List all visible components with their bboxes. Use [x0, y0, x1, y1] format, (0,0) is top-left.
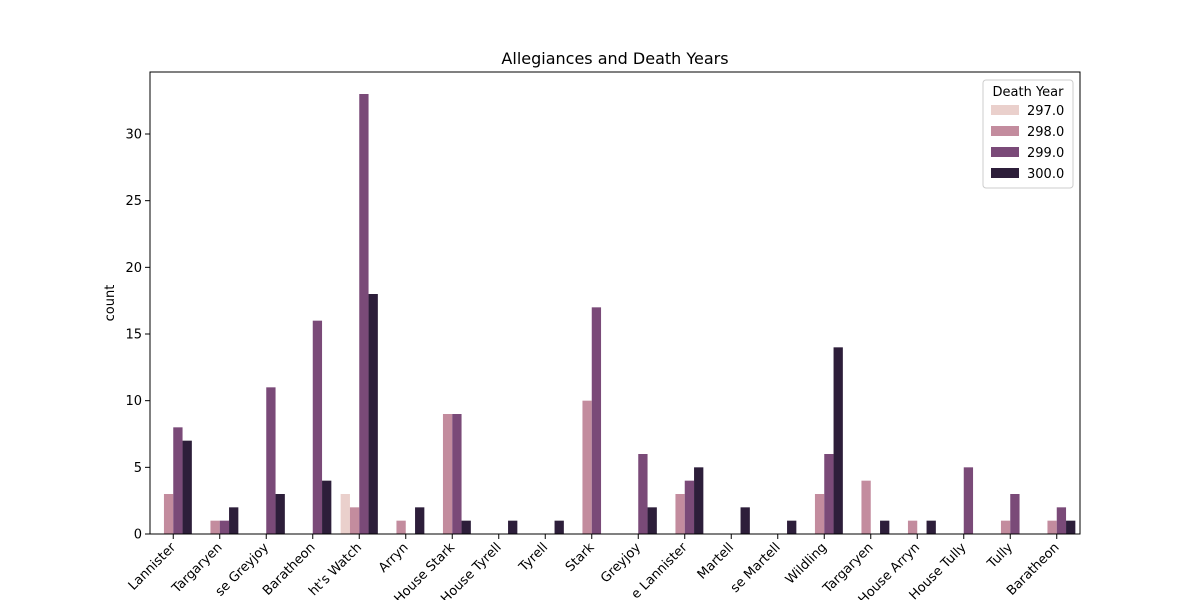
legend: Death Year 297.0 298.0 299.0 300.0 [982, 79, 1074, 189]
bar-298.0-17 [907, 520, 918, 534]
bar-299.0-10 [591, 307, 602, 534]
legend-label-299.0: 299.0 [1027, 146, 1064, 161]
bar-299.0-18 [963, 467, 974, 534]
bar-300.0-16 [880, 520, 890, 534]
legend-title: Death Year [993, 85, 1065, 100]
bar-298.0-7 [442, 414, 453, 534]
bar-299.0-12 [684, 480, 695, 534]
x-tick-label: Greyjoy [598, 540, 644, 586]
bar-298.0-1 [163, 494, 174, 534]
bar-300.0-8 [508, 520, 518, 534]
bar-300.0-20 [1066, 520, 1076, 534]
y-tick-label: 30 [125, 128, 142, 143]
bar-299.0-15 [824, 454, 834, 534]
x-tick-label: Martell [695, 540, 737, 582]
legend-swatch-300.0 [991, 168, 1019, 178]
bar-298.0-20 [1047, 520, 1057, 534]
y-axis-label: count [103, 285, 118, 322]
bar-300.0-14 [787, 520, 797, 534]
bar-298.0-10 [582, 400, 592, 534]
x-tick-label: se Martell [728, 540, 784, 596]
legend-swatch-298.0 [991, 126, 1019, 136]
x-tick-label: Arryn [376, 540, 412, 576]
chart-title: Allegiances and Death Years [501, 49, 728, 68]
bar-299.0-4 [312, 320, 323, 534]
legend-label-298.0: 298.0 [1027, 125, 1064, 140]
y-tick-label: 15 [125, 328, 142, 343]
x-tick-label: Tully [984, 540, 1016, 572]
bar-298.0-19 [1000, 520, 1011, 534]
y-tick-label: 20 [125, 261, 142, 276]
bar-300.0-15 [833, 347, 843, 534]
bar-299.0-7 [452, 414, 462, 534]
bar-300.0-11 [647, 507, 657, 534]
y-tick-label: 25 [125, 194, 142, 209]
bar-300.0-6 [415, 507, 425, 534]
y-tick-label: 5 [134, 461, 142, 476]
legend-swatch-299.0 [991, 147, 1019, 157]
x-tick-label: Stark [563, 540, 598, 575]
bar-298.0-12 [675, 494, 685, 534]
bar-300.0-7 [461, 520, 471, 534]
bar-300.0-2 [229, 507, 239, 534]
x-tick-label: Wildling [783, 540, 830, 587]
bar-300.0-9 [554, 520, 564, 534]
bar-300.0-17 [926, 520, 936, 534]
axes-frame [149, 71, 1081, 535]
bar-298.0-16 [861, 480, 871, 534]
bar-299.0-20 [1056, 507, 1067, 534]
bar-298.0-6 [396, 520, 406, 534]
bar-299.0-11 [638, 454, 648, 534]
bar-297.0-5 [340, 494, 350, 534]
bar-298.0-15 [814, 494, 825, 534]
legend-label-297.0: 297.0 [1027, 104, 1064, 119]
bar-298.0-2 [210, 520, 220, 534]
bar-299.0-1 [173, 427, 183, 534]
legend-swatch-297.0 [991, 105, 1019, 115]
bar-300.0-12 [694, 467, 704, 534]
bar-299.0-5 [359, 94, 369, 534]
bar-300.0-5 [368, 294, 378, 534]
x-tick-label: Tyrell [516, 540, 551, 575]
y-tick-label: 10 [125, 394, 142, 409]
legend-label-300.0: 300.0 [1027, 167, 1064, 182]
bar-299.0-19 [1010, 494, 1020, 534]
bar-300.0-13 [740, 507, 750, 534]
y-tick-label: 0 [134, 528, 142, 543]
bar-300.0-3 [275, 494, 285, 534]
bar-299.0-2 [219, 520, 230, 534]
bar-300.0-1 [182, 440, 192, 534]
bar-298.0-5 [349, 507, 360, 534]
bar-299.0-3 [266, 387, 276, 534]
bar-300.0-4 [322, 480, 332, 534]
